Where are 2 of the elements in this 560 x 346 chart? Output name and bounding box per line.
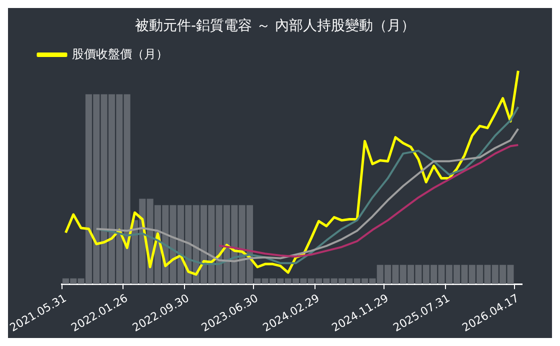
- legend-label: 股價收盤價（月）: [72, 46, 168, 61]
- chart-title: 被動元件-鋁質電容 ～ 內部人持股變動（月）: [135, 18, 415, 34]
